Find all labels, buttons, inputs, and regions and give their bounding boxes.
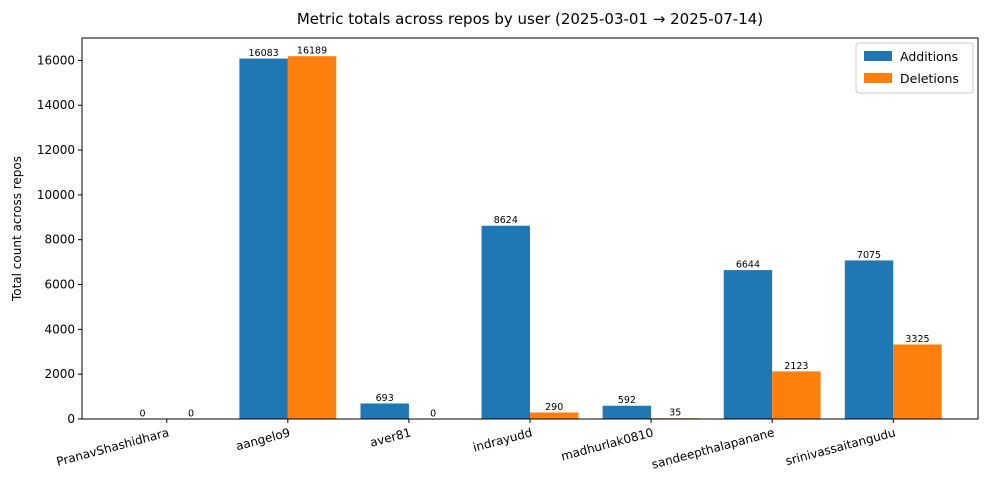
data-label-deletions-sandeepthalapanane: 2123 — [784, 361, 808, 372]
x-tick-label-aangelo9: aangelo9 — [234, 425, 291, 453]
bar-additions-indrayudd — [481, 225, 530, 419]
y-tick-label: 10000 — [37, 188, 75, 202]
bars-group — [239, 56, 942, 420]
x-tick-label-indrayudd: indrayudd — [471, 425, 533, 454]
bar-deletions-aangelo9 — [287, 56, 337, 420]
data-label-additions-sandeepthalapanane: 6644 — [736, 260, 760, 271]
y-tick-label: 0 — [67, 412, 75, 426]
y-tick-label: 14000 — [37, 98, 75, 112]
bar-additions-srinivassaitangudu — [844, 260, 894, 419]
y-tick-label: 2000 — [44, 367, 75, 381]
x-axis-ticks: PranavShashidhara aangelo9 aver81 indrayudd… — [55, 419, 897, 472]
data-label-additions-madhurlak0810: 592 — [618, 395, 636, 406]
data-label-additions-indrayudd: 8624 — [494, 215, 518, 226]
legend-swatch-deletions — [864, 73, 892, 83]
y-tick-label: 16000 — [37, 53, 75, 67]
bar-deletions-sandeepthalapanane — [772, 371, 821, 419]
data-label-additions-aangelo9: 16083 — [249, 48, 279, 59]
x-tick-label-aver81: aver81 — [368, 425, 412, 449]
y-tick-label: 6000 — [44, 278, 75, 292]
plot-frame — [81, 37, 979, 420]
legend-swatch-additions — [864, 51, 892, 61]
x-tick-label-madhurlak0810: madhurlak0810 — [559, 425, 654, 463]
y-axis-label: Total count across repos — [10, 156, 24, 302]
data-label-deletions-srinivassaitangudu: 3325 — [905, 334, 929, 345]
bar-additions-madhurlak0810 — [602, 405, 652, 419]
data-label-deletions-pranavshashidhara: 0 — [188, 409, 194, 420]
data-label-deletions-aver81: 0 — [430, 409, 436, 420]
data-label-deletions-aangelo9: 16189 — [297, 46, 327, 57]
y-tick-label: 8000 — [44, 233, 75, 247]
x-tick-label-sandeepthalapanane: sandeepthalapanane — [650, 425, 776, 471]
bar-additions-sandeepthalapanane — [723, 270, 773, 419]
chart-title: Metric totals across repos by user (2025… — [297, 10, 763, 28]
data-label-additions-srinivassaitangudu: 7075 — [857, 250, 881, 261]
data-label-additions-pranavshashidhara: 0 — [140, 409, 146, 420]
x-tick-label-pranavshashidhara: PranavShashidhara — [55, 425, 171, 469]
bar-additions-aver81 — [360, 403, 409, 419]
bar-deletions-srinivassaitangudu — [893, 344, 942, 419]
x-tick-label-srinivassaitangudu: srinivassaitangudu — [784, 425, 897, 468]
data-labels-group: 0 16083 693 8624 592 6644 7075 0 16189 0 290 35 2123… — [140, 46, 930, 420]
y-tick-label: 4000 — [44, 322, 75, 336]
legend-label-additions: Additions — [900, 49, 958, 64]
legend: Additions Deletions — [855, 42, 974, 94]
data-label-deletions-indrayudd: 290 — [545, 402, 563, 413]
bar-deletions-indrayudd — [530, 412, 579, 419]
bar-additions-aangelo9 — [239, 58, 288, 420]
y-tick-label: 12000 — [37, 143, 75, 157]
y-axis-ticks: 0 2000 4000 6000 8000 10000 12000 14000 16000 — [37, 53, 82, 426]
legend-label-deletions: Deletions — [900, 71, 959, 86]
data-label-deletions-madhurlak0810: 35 — [669, 408, 681, 419]
data-label-additions-aver81: 693 — [376, 393, 394, 404]
